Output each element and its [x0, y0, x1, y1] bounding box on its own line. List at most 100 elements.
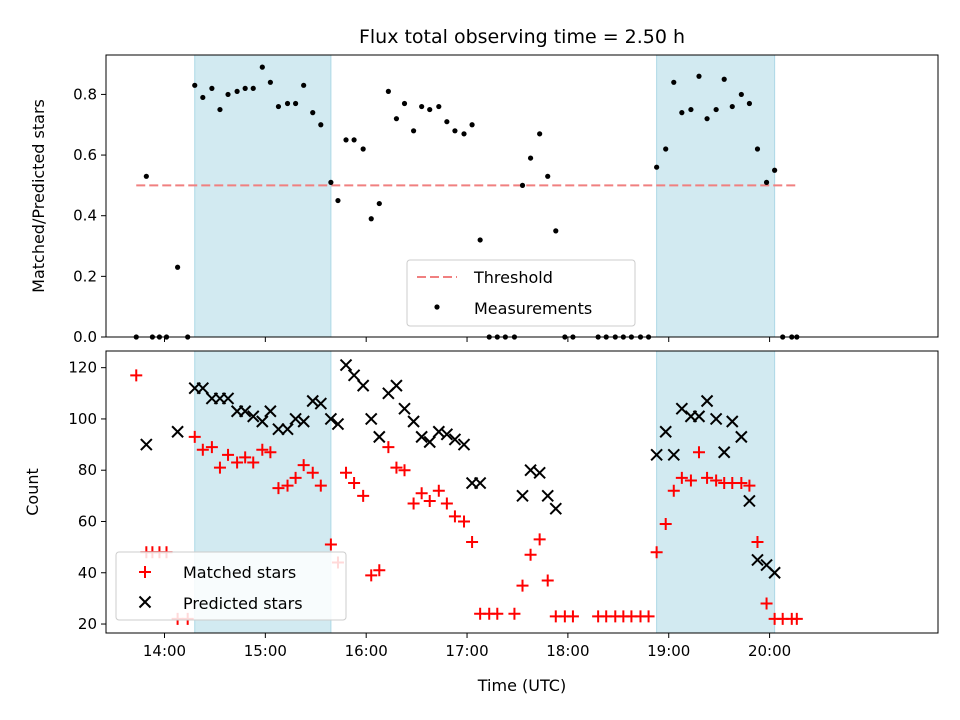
- measurement-point: [754, 146, 761, 152]
- matched-stars-point: [222, 448, 235, 461]
- matched-stars-point: [684, 474, 697, 487]
- measurement-point: [746, 100, 753, 107]
- measurement-point: [527, 155, 534, 161]
- matched-stars-point: [642, 610, 655, 623]
- measurement-point: [393, 116, 400, 122]
- measurement-point: [360, 146, 366, 152]
- matched-stars-point: [239, 451, 252, 464]
- predicted-stars-point: [700, 394, 714, 408]
- matched-stars-point: [348, 477, 361, 490]
- predicted-stars-point: [735, 430, 748, 444]
- predicted-stars-point: [171, 425, 184, 438]
- measurement-point: [192, 82, 198, 88]
- measurement-point: [679, 110, 685, 116]
- predicted-stars-point: [264, 405, 277, 418]
- measurement-point: [335, 197, 341, 204]
- measurement-point: [200, 94, 206, 101]
- predicted-stars-point: [448, 433, 462, 446]
- predicted-stars-point: [549, 502, 562, 515]
- y-tick-label: 0.2: [73, 267, 97, 285]
- matched-stars-point: [314, 479, 327, 492]
- measurement-point: [436, 103, 442, 110]
- measurement-point: [477, 237, 483, 243]
- bottom-panel: 20 40 60 80 100 120 14:00 15:00 16:00 17:00 18:00 1…: [23, 350, 939, 695]
- measurement-point: [217, 106, 223, 113]
- plot-frame: [105, 350, 939, 634]
- matched-stars-point: [458, 515, 471, 528]
- legend-measurements-label: Measurements: [474, 299, 592, 318]
- measurement-point: [696, 73, 702, 79]
- matched-stars-point: [264, 446, 277, 459]
- predicted-stars-point: [768, 566, 781, 579]
- top-panel: 0.0 0.2 0.4 0.6 0.8 Matched/Predicted stars Fl…: [29, 26, 939, 346]
- x-tick-label: 18:00: [546, 642, 589, 660]
- measurement-point: [143, 173, 149, 179]
- measurement-point: [351, 137, 357, 143]
- matched-stars-point: [357, 489, 370, 502]
- matched-stars-point: [743, 479, 756, 492]
- predicted-stars-point: [331, 417, 345, 431]
- measurement-point: [427, 106, 433, 113]
- measurement-point: [519, 182, 526, 188]
- matched-stars-point: [213, 461, 226, 474]
- predicted-stars-point: [196, 381, 210, 395]
- measurement-point: [537, 131, 543, 137]
- matched-stars-point: [423, 494, 436, 507]
- measurement-point: [310, 110, 316, 116]
- y-tick-label: 40: [78, 564, 97, 582]
- matched-stars-point: [667, 484, 680, 497]
- predicted-stars-point: [238, 405, 252, 418]
- measurement-point: [729, 103, 735, 110]
- matched-stars-point: [306, 466, 319, 479]
- matched-stars-point: [373, 564, 386, 577]
- predicted-stars-point: [140, 438, 153, 451]
- x-axis-label: Time (UTC): [477, 676, 566, 695]
- measurement-point: [328, 179, 334, 185]
- measurement-point: [663, 146, 669, 152]
- y-tick-label: 0.8: [73, 85, 97, 103]
- matched-stars-point: [297, 459, 310, 472]
- predicted-stars-point: [314, 397, 328, 410]
- predicted-stars-point: [373, 430, 386, 444]
- x-tick-label: 14:00: [143, 642, 186, 660]
- matched-stars-point: [196, 443, 209, 456]
- predicted-stars-point: [297, 415, 310, 428]
- predicted-stars-point: [423, 435, 436, 449]
- predicted-stars-point: [726, 415, 739, 428]
- predicted-stars-point: [541, 489, 554, 503]
- predicted-stars-point: [524, 464, 537, 477]
- legend-threshold-label: Threshold: [473, 268, 553, 287]
- measurement-point: [410, 128, 417, 134]
- predicted-stars-point: [221, 392, 235, 405]
- matched-stars-point: [289, 471, 302, 484]
- predicted-stars-point: [289, 412, 302, 426]
- matched-stars-point: [650, 546, 663, 559]
- measurement-point: [301, 82, 307, 88]
- matched-stars-point: [491, 607, 504, 620]
- measurement-point: [368, 216, 374, 222]
- measurement-point: [763, 179, 770, 185]
- predicted-stars-point: [751, 553, 764, 567]
- x-tick-label: 20:00: [748, 642, 791, 660]
- matched-stars-point: [272, 482, 285, 495]
- matched-stars-point: [365, 569, 378, 582]
- legend-measurements-swatch: [434, 304, 440, 310]
- measurement-point: [545, 173, 551, 179]
- legend-predicted-swatch: [138, 595, 152, 609]
- matched-stars-point: [659, 518, 672, 531]
- matched-stars-point: [508, 607, 521, 620]
- predicted-stars-point: [516, 489, 529, 503]
- y-tick-label: 100: [68, 410, 97, 428]
- matched-stars-point: [440, 497, 453, 510]
- y-tick-label: 0.6: [73, 146, 97, 164]
- predicted-stars-point: [415, 430, 428, 444]
- predicted-stars-point: [256, 415, 269, 428]
- matched-stars-point: [407, 497, 420, 510]
- measurement-point: [175, 264, 181, 270]
- y-tick-label: 0.4: [73, 207, 97, 225]
- measurement-point: [250, 85, 256, 91]
- matched-stars-point: [790, 612, 803, 625]
- predicted-stars-point: [356, 379, 370, 392]
- matched-stars-point: [735, 477, 748, 490]
